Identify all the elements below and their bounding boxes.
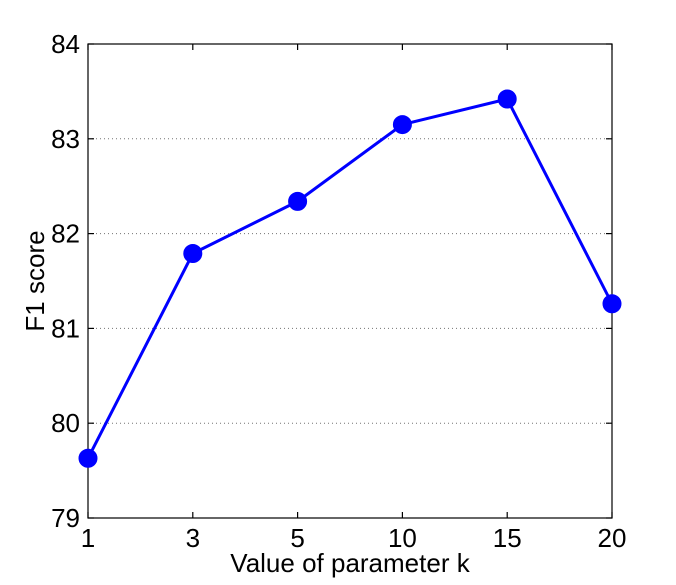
plot-background [88,44,612,518]
y-tick-label: 84 [51,29,80,59]
y-tick-label: 81 [51,313,80,343]
series-line [86,97,614,459]
data-point [497,89,517,109]
y-tick-label: 79 [51,503,80,533]
axes [87,43,613,519]
y-axis-label: F1 score [20,230,50,331]
x-tick-label: 5 [290,523,304,553]
grid-lines [88,138,612,424]
x-tick-label: 15 [493,523,522,553]
x-tick-label: 20 [598,523,627,553]
y-tick-label: 82 [51,219,80,249]
data-point [78,448,98,468]
data-point [183,244,203,264]
data-point [392,115,412,135]
series-layer [78,89,622,468]
axes-box [87,43,613,519]
y-tick-label: 83 [51,124,80,154]
y-tick-label: 80 [51,408,80,438]
x-tick-label: 3 [186,523,200,553]
data-point [602,294,622,314]
x-tick-labels: 1 3 5 10 15 20 [81,523,627,553]
x-tick-label: 10 [388,523,417,553]
x-axis-label: Value of parameter k [230,548,470,578]
x-tick-label: 1 [81,523,95,553]
y-tick-labels: 79 80 81 82 83 84 [51,29,80,533]
data-point [288,191,308,211]
tick-marks [87,43,613,519]
